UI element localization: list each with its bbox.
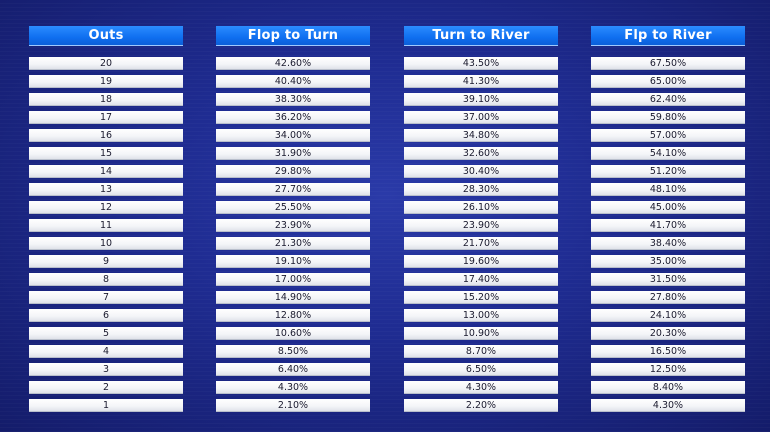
table-cell: 4 [29,345,183,358]
table-cell: 27.80% [591,291,745,304]
table-cell: 41.70% [591,219,745,232]
table-cell: 12 [29,201,183,214]
table-cell: 8 [29,273,183,286]
table-cell: 15 [29,147,183,160]
table-cell: 3 [29,363,183,376]
column-rows: 42.60% 40.40% 38.30% 36.20% 34.00% 31.90% 29.8… [216,57,370,412]
table-cell: 42.60% [216,57,370,70]
table-cell: 38.40% [591,237,745,250]
header-outs: Outs [29,26,183,46]
table-cell: 15.20% [404,291,558,304]
header-turn-to-river: Turn to River [404,26,558,46]
table-cell: 23.90% [216,219,370,232]
table-cell: 17 [29,111,183,124]
table-cell: 21.30% [216,237,370,250]
table-cell: 1 [29,399,183,412]
column-rows: 43.50% 41.30% 39.10% 37.00% 34.80% 32.60% 30.4… [404,57,558,412]
table-cell: 19.10% [216,255,370,268]
table-cell: 12.50% [591,363,745,376]
table-cell: 41.30% [404,75,558,88]
table-cell: 36.20% [216,111,370,124]
table-cell: 29.80% [216,165,370,178]
table-cell: 24.10% [591,309,745,322]
table-cell: 19 [29,75,183,88]
table-cell: 9 [29,255,183,268]
table-cell: 31.50% [591,273,745,286]
table-cell: 51.20% [591,165,745,178]
column-outs: Outs 20 19 18 17 16 15 14 13 12 11 10 9 8 7 6 5 4 3 2 1 [29,26,183,417]
table-cell: 17.40% [404,273,558,286]
table-cell: 10.60% [216,327,370,340]
table-cell: 45.00% [591,201,745,214]
table-cell: 39.10% [404,93,558,106]
table-cell: 43.50% [404,57,558,70]
table-cell: 2.10% [216,399,370,412]
table-cell: 4.30% [216,381,370,394]
table-cell: 57.00% [591,129,745,142]
table-cell: 14 [29,165,183,178]
column-rows: 67.50% 65.00% 62.40% 59.80% 57.00% 54.10% 51.2… [591,57,745,412]
table-cell: 54.10% [591,147,745,160]
table-cell: 65.00% [591,75,745,88]
table-cell: 31.90% [216,147,370,160]
table-cell: 16 [29,129,183,142]
table-cell: 30.40% [404,165,558,178]
column-turn-to-river: Turn to River 43.50% 41.30% 39.10% 37.00% 34… [404,26,558,417]
table-cell: 32.60% [404,147,558,160]
table-cell: 34.00% [216,129,370,142]
table-cell: 34.80% [404,129,558,142]
table-cell: 35.00% [591,255,745,268]
table-cell: 8.40% [591,381,745,394]
table-cell: 20.30% [591,327,745,340]
table-cell: 13 [29,183,183,196]
table-cell: 19.60% [404,255,558,268]
table-cell: 2.20% [404,399,558,412]
table-cell: 40.40% [216,75,370,88]
table-cell: 7 [29,291,183,304]
table-cell: 67.50% [591,57,745,70]
table-cell: 23.90% [404,219,558,232]
table-cell: 10.90% [404,327,558,340]
table-cell: 6 [29,309,183,322]
table-cell: 8.70% [404,345,558,358]
table-cell: 20 [29,57,183,70]
table-cell: 27.70% [216,183,370,196]
table-cell: 26.10% [404,201,558,214]
table-cell: 37.00% [404,111,558,124]
table-cell: 11 [29,219,183,232]
table-cell: 14.90% [216,291,370,304]
column-flop-to-turn: Flop to Turn 42.60% 40.40% 38.30% 36.20% 34.… [216,26,370,417]
header-flop-to-river: Flp to River [591,26,745,46]
table-cell: 13.00% [404,309,558,322]
table-cell: 6.50% [404,363,558,376]
table-cell: 8.50% [216,345,370,358]
table-cell: 16.50% [591,345,745,358]
table-cell: 25.50% [216,201,370,214]
table-cell: 5 [29,327,183,340]
table-cell: 4.30% [591,399,745,412]
table-cell: 10 [29,237,183,250]
table-cell: 21.70% [404,237,558,250]
table-cell: 18 [29,93,183,106]
table-cell: 12.80% [216,309,370,322]
table-cell: 62.40% [591,93,745,106]
column-flop-to-river: Flp to River 67.50% 65.00% 62.40% 59.80% 57.… [591,26,745,417]
column-rows: 20 19 18 17 16 15 14 13 12 11 10 9 8 7 6 5 4 3 2 1 [29,57,183,412]
table-cell: 59.80% [591,111,745,124]
table-cell: 6.40% [216,363,370,376]
table-cell: 28.30% [404,183,558,196]
table-cell: 17.00% [216,273,370,286]
table-cell: 2 [29,381,183,394]
header-flop-to-turn: Flop to Turn [216,26,370,46]
table-cell: 38.30% [216,93,370,106]
table-cell: 48.10% [591,183,745,196]
table-cell: 4.30% [404,381,558,394]
